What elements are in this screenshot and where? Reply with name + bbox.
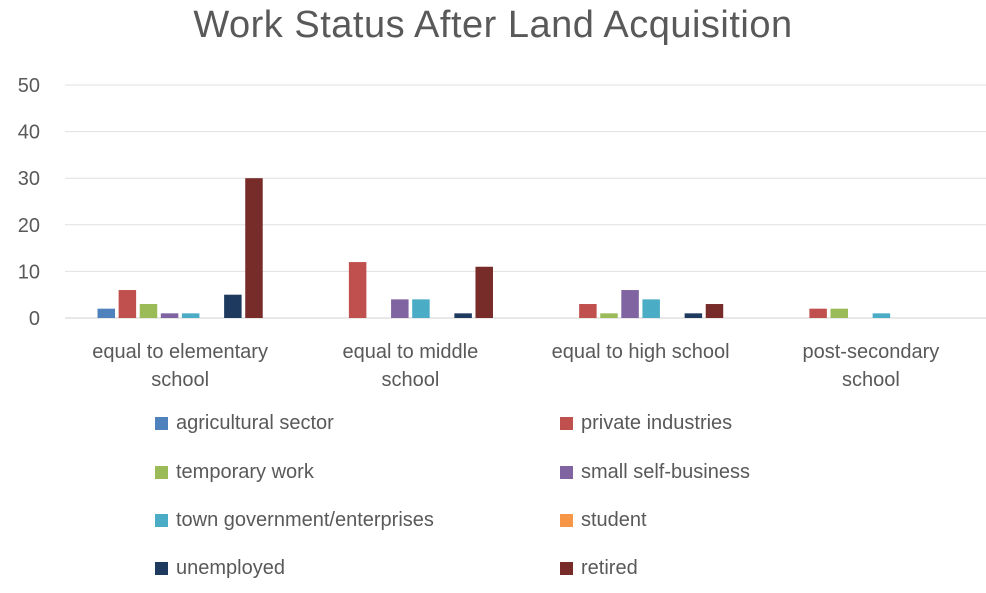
x-tick-label: equal to high school: [552, 341, 730, 363]
bar: [412, 299, 430, 318]
bar: [118, 290, 137, 318]
chart-title: Work Status After Land Acquisition: [193, 4, 793, 46]
bar: [139, 304, 158, 318]
bar: [809, 308, 827, 318]
bar: [475, 266, 493, 318]
bar: [684, 313, 703, 318]
bar: [454, 313, 472, 318]
bar: [705, 304, 724, 318]
bar: [181, 313, 200, 318]
bar: [872, 313, 891, 318]
bar: [642, 299, 660, 318]
y-tick-label: 50: [18, 75, 40, 97]
y-tick-label: 20: [18, 215, 40, 237]
bar: [600, 313, 618, 318]
bar: [391, 299, 409, 318]
bar: [348, 262, 367, 318]
y-tick-label: 40: [18, 122, 40, 144]
x-tick-label: equal to middle school: [343, 341, 479, 391]
y-tick-label: 10: [18, 261, 40, 283]
bar: [830, 308, 848, 318]
bar: [621, 290, 639, 318]
bar: [160, 313, 179, 318]
bar: [245, 178, 263, 318]
bar: [224, 294, 242, 318]
y-tick-label: 0: [29, 308, 40, 330]
bar: [97, 308, 116, 318]
x-tick-label: post-secondary school: [803, 341, 940, 391]
bar: [579, 304, 597, 318]
y-tick-label: 30: [18, 168, 40, 190]
x-tick-label: equal to elementary school: [92, 341, 268, 391]
